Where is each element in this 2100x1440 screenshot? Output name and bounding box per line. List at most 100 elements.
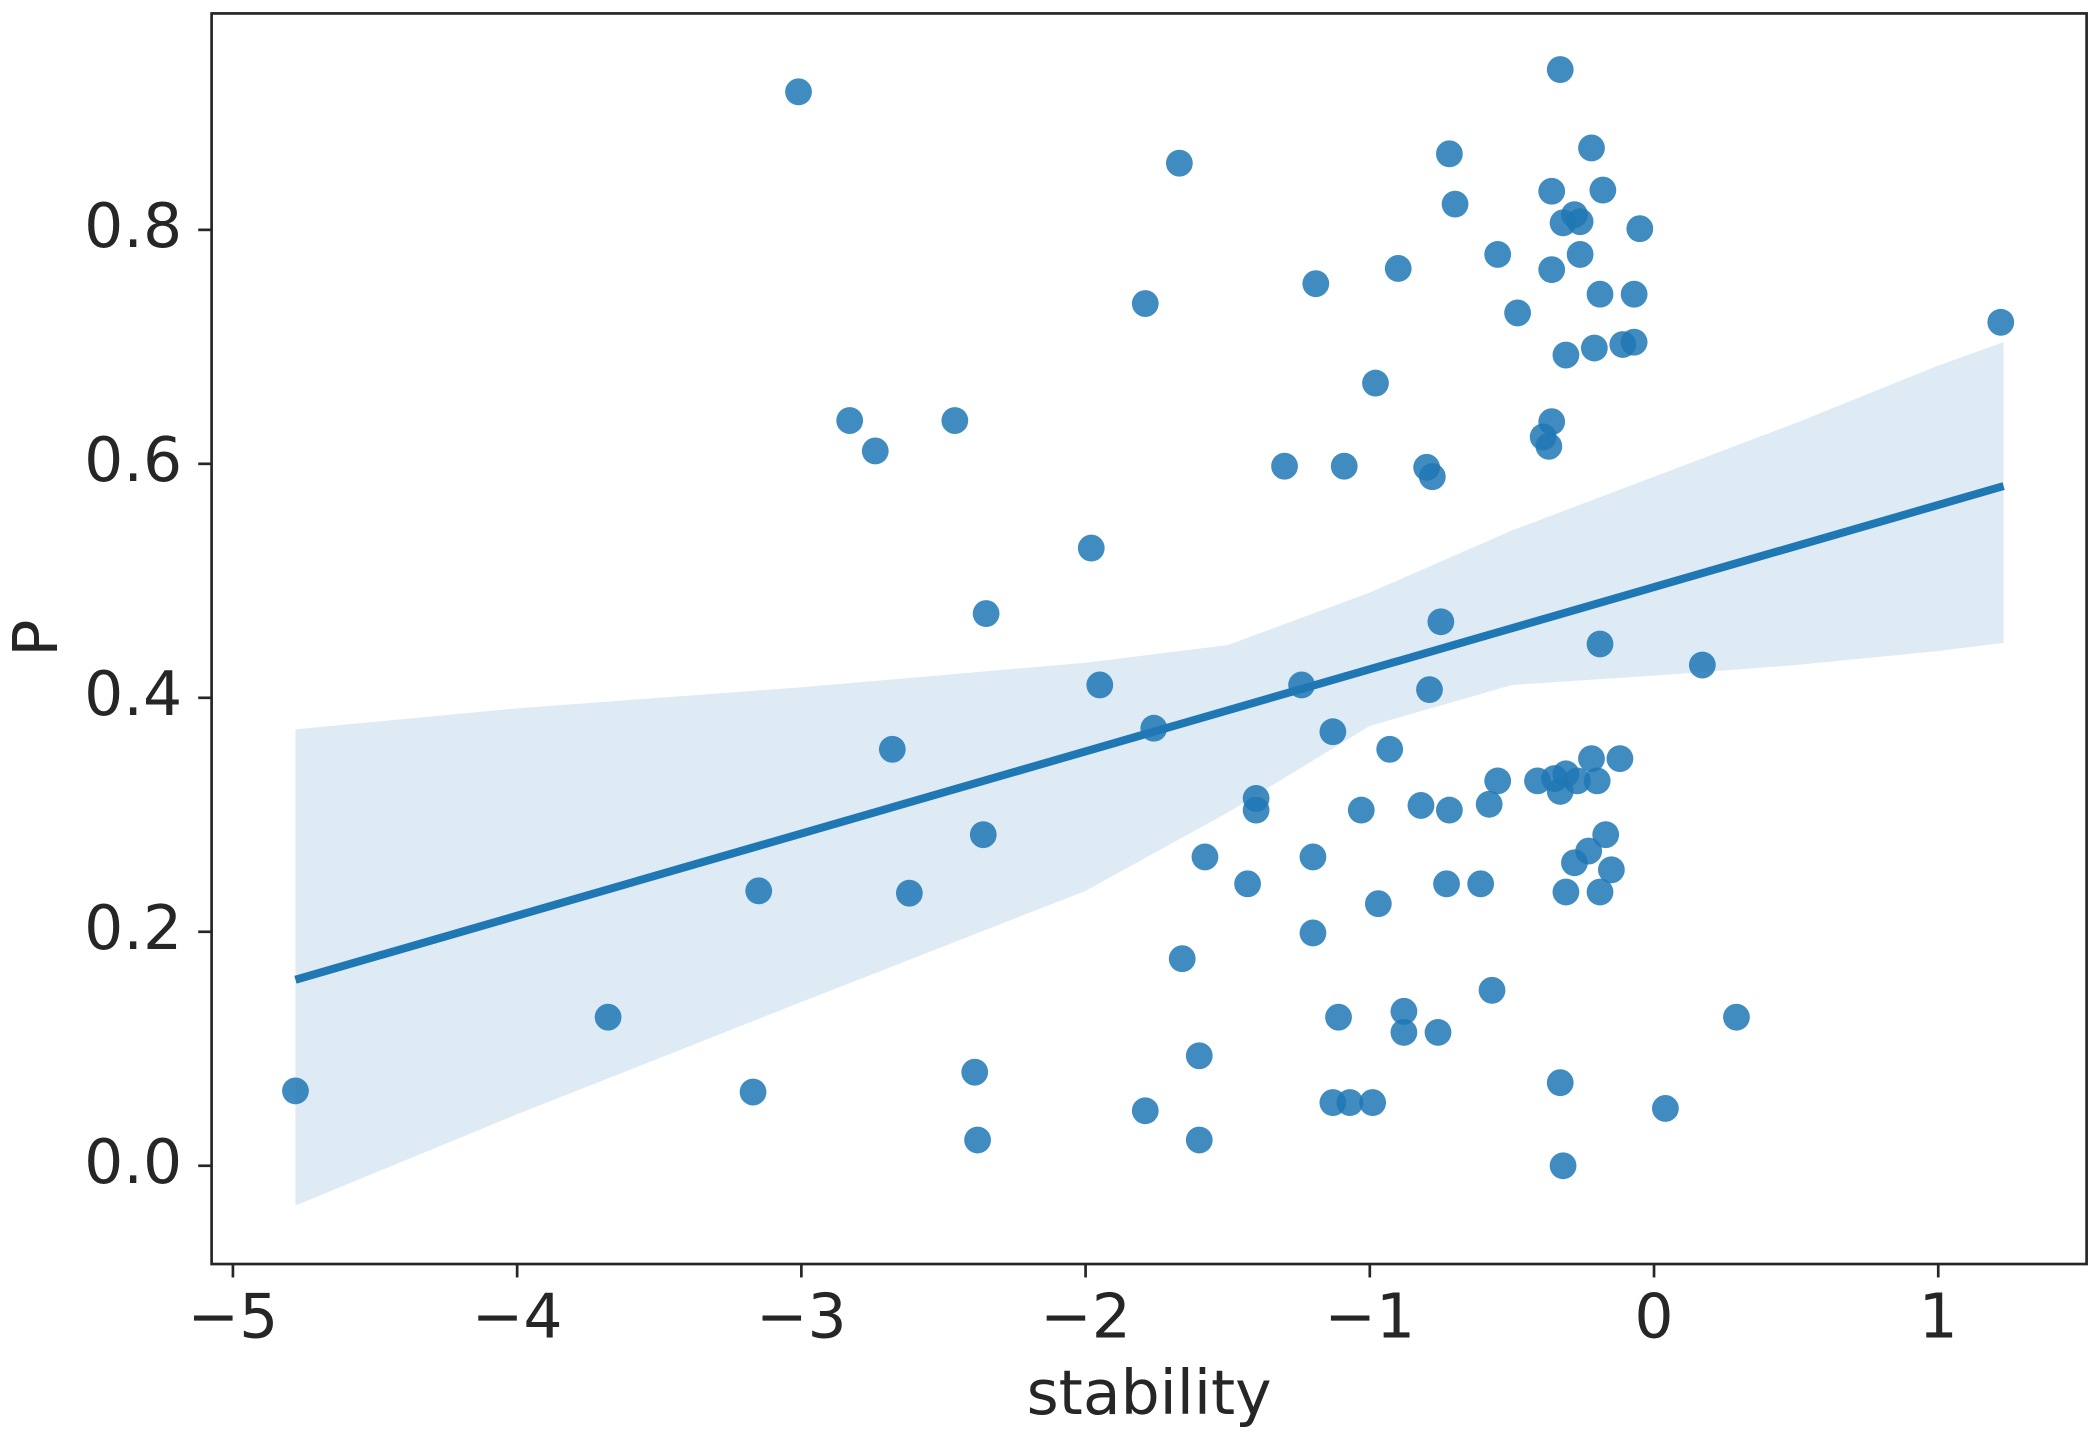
point bbox=[1475, 790, 1503, 818]
x-tick-label: −3 bbox=[756, 1280, 847, 1352]
point bbox=[745, 877, 773, 905]
point bbox=[594, 1003, 622, 1031]
point bbox=[1131, 1097, 1159, 1125]
point bbox=[1390, 1018, 1418, 1046]
point bbox=[739, 1078, 767, 1106]
point bbox=[1390, 997, 1418, 1025]
point bbox=[1592, 821, 1620, 849]
point bbox=[1168, 945, 1196, 973]
point bbox=[1077, 534, 1105, 562]
point bbox=[1319, 718, 1347, 746]
point bbox=[1484, 240, 1512, 268]
x-tick-label: −1 bbox=[1324, 1280, 1415, 1352]
point bbox=[1424, 1018, 1452, 1046]
point bbox=[1538, 256, 1566, 284]
y-tick-label: 0.2 bbox=[84, 892, 182, 964]
point bbox=[1538, 408, 1566, 436]
point bbox=[1546, 1069, 1574, 1097]
point bbox=[972, 600, 1000, 628]
plot-frame bbox=[210, 12, 2088, 1266]
point bbox=[1330, 452, 1358, 480]
point bbox=[1535, 432, 1563, 460]
point bbox=[969, 821, 997, 849]
point bbox=[1407, 792, 1435, 819]
point bbox=[1131, 290, 1159, 317]
point bbox=[941, 407, 969, 434]
point bbox=[1578, 134, 1605, 162]
point bbox=[1589, 176, 1617, 204]
point bbox=[964, 1126, 991, 1154]
point bbox=[1552, 341, 1580, 369]
point bbox=[282, 1077, 309, 1105]
point bbox=[1538, 177, 1566, 205]
point bbox=[1384, 255, 1412, 282]
point bbox=[895, 879, 923, 907]
point bbox=[1271, 452, 1298, 480]
point bbox=[1433, 870, 1460, 898]
point bbox=[1563, 767, 1591, 795]
x-tick-label: 1 bbox=[1919, 1280, 1958, 1352]
point bbox=[1191, 843, 1219, 871]
point bbox=[1484, 767, 1512, 795]
point bbox=[1299, 843, 1327, 871]
point bbox=[1299, 919, 1327, 947]
point bbox=[1427, 608, 1455, 636]
point bbox=[1987, 308, 2015, 336]
x-tick-label: −4 bbox=[472, 1280, 563, 1352]
point bbox=[1435, 140, 1463, 168]
y-tick-label: 0.8 bbox=[84, 190, 182, 262]
point bbox=[1376, 735, 1404, 763]
y-tick-label: 0.0 bbox=[84, 1126, 182, 1198]
point bbox=[1362, 369, 1389, 397]
point bbox=[1606, 745, 1634, 773]
point bbox=[1242, 796, 1270, 824]
point bbox=[1416, 676, 1443, 704]
regression-line bbox=[294, 482, 2005, 984]
point bbox=[1234, 870, 1261, 898]
y-axis-label: P bbox=[0, 619, 72, 656]
point bbox=[1597, 856, 1625, 884]
point bbox=[1586, 878, 1614, 906]
point bbox=[1688, 651, 1716, 679]
point bbox=[1435, 796, 1463, 824]
point bbox=[1566, 240, 1594, 268]
point bbox=[1359, 1089, 1387, 1117]
y-tick-label: 0.4 bbox=[84, 658, 182, 730]
point bbox=[961, 1058, 989, 1086]
point bbox=[1418, 463, 1446, 491]
point bbox=[1549, 1152, 1577, 1180]
point bbox=[1165, 149, 1193, 177]
point bbox=[878, 735, 906, 763]
point bbox=[1552, 878, 1580, 906]
point bbox=[836, 407, 864, 434]
point bbox=[1546, 56, 1574, 84]
point bbox=[1325, 1003, 1352, 1031]
point bbox=[1478, 976, 1506, 1004]
point bbox=[1620, 280, 1648, 308]
x-tick-label: 0 bbox=[1634, 1280, 1673, 1352]
point bbox=[1185, 1042, 1213, 1070]
point bbox=[1626, 215, 1654, 243]
point bbox=[1580, 334, 1608, 362]
y-tick-label: 0.6 bbox=[84, 424, 182, 496]
point bbox=[1302, 270, 1330, 298]
point bbox=[1504, 299, 1531, 327]
point bbox=[1652, 1095, 1679, 1122]
point bbox=[1723, 1003, 1750, 1031]
point bbox=[861, 437, 889, 465]
point bbox=[1336, 1089, 1364, 1117]
point bbox=[1347, 796, 1375, 824]
point bbox=[1185, 1126, 1213, 1154]
point bbox=[1467, 870, 1495, 898]
point bbox=[1620, 328, 1648, 356]
confidence-band bbox=[295, 342, 2004, 1206]
point bbox=[1441, 190, 1469, 218]
point bbox=[1586, 630, 1614, 658]
point bbox=[1575, 837, 1603, 865]
point bbox=[1086, 671, 1114, 699]
point bbox=[1586, 280, 1614, 308]
point bbox=[785, 78, 812, 106]
x-axis-label: stability bbox=[1027, 1357, 1272, 1429]
x-tick-label: −5 bbox=[188, 1280, 279, 1352]
